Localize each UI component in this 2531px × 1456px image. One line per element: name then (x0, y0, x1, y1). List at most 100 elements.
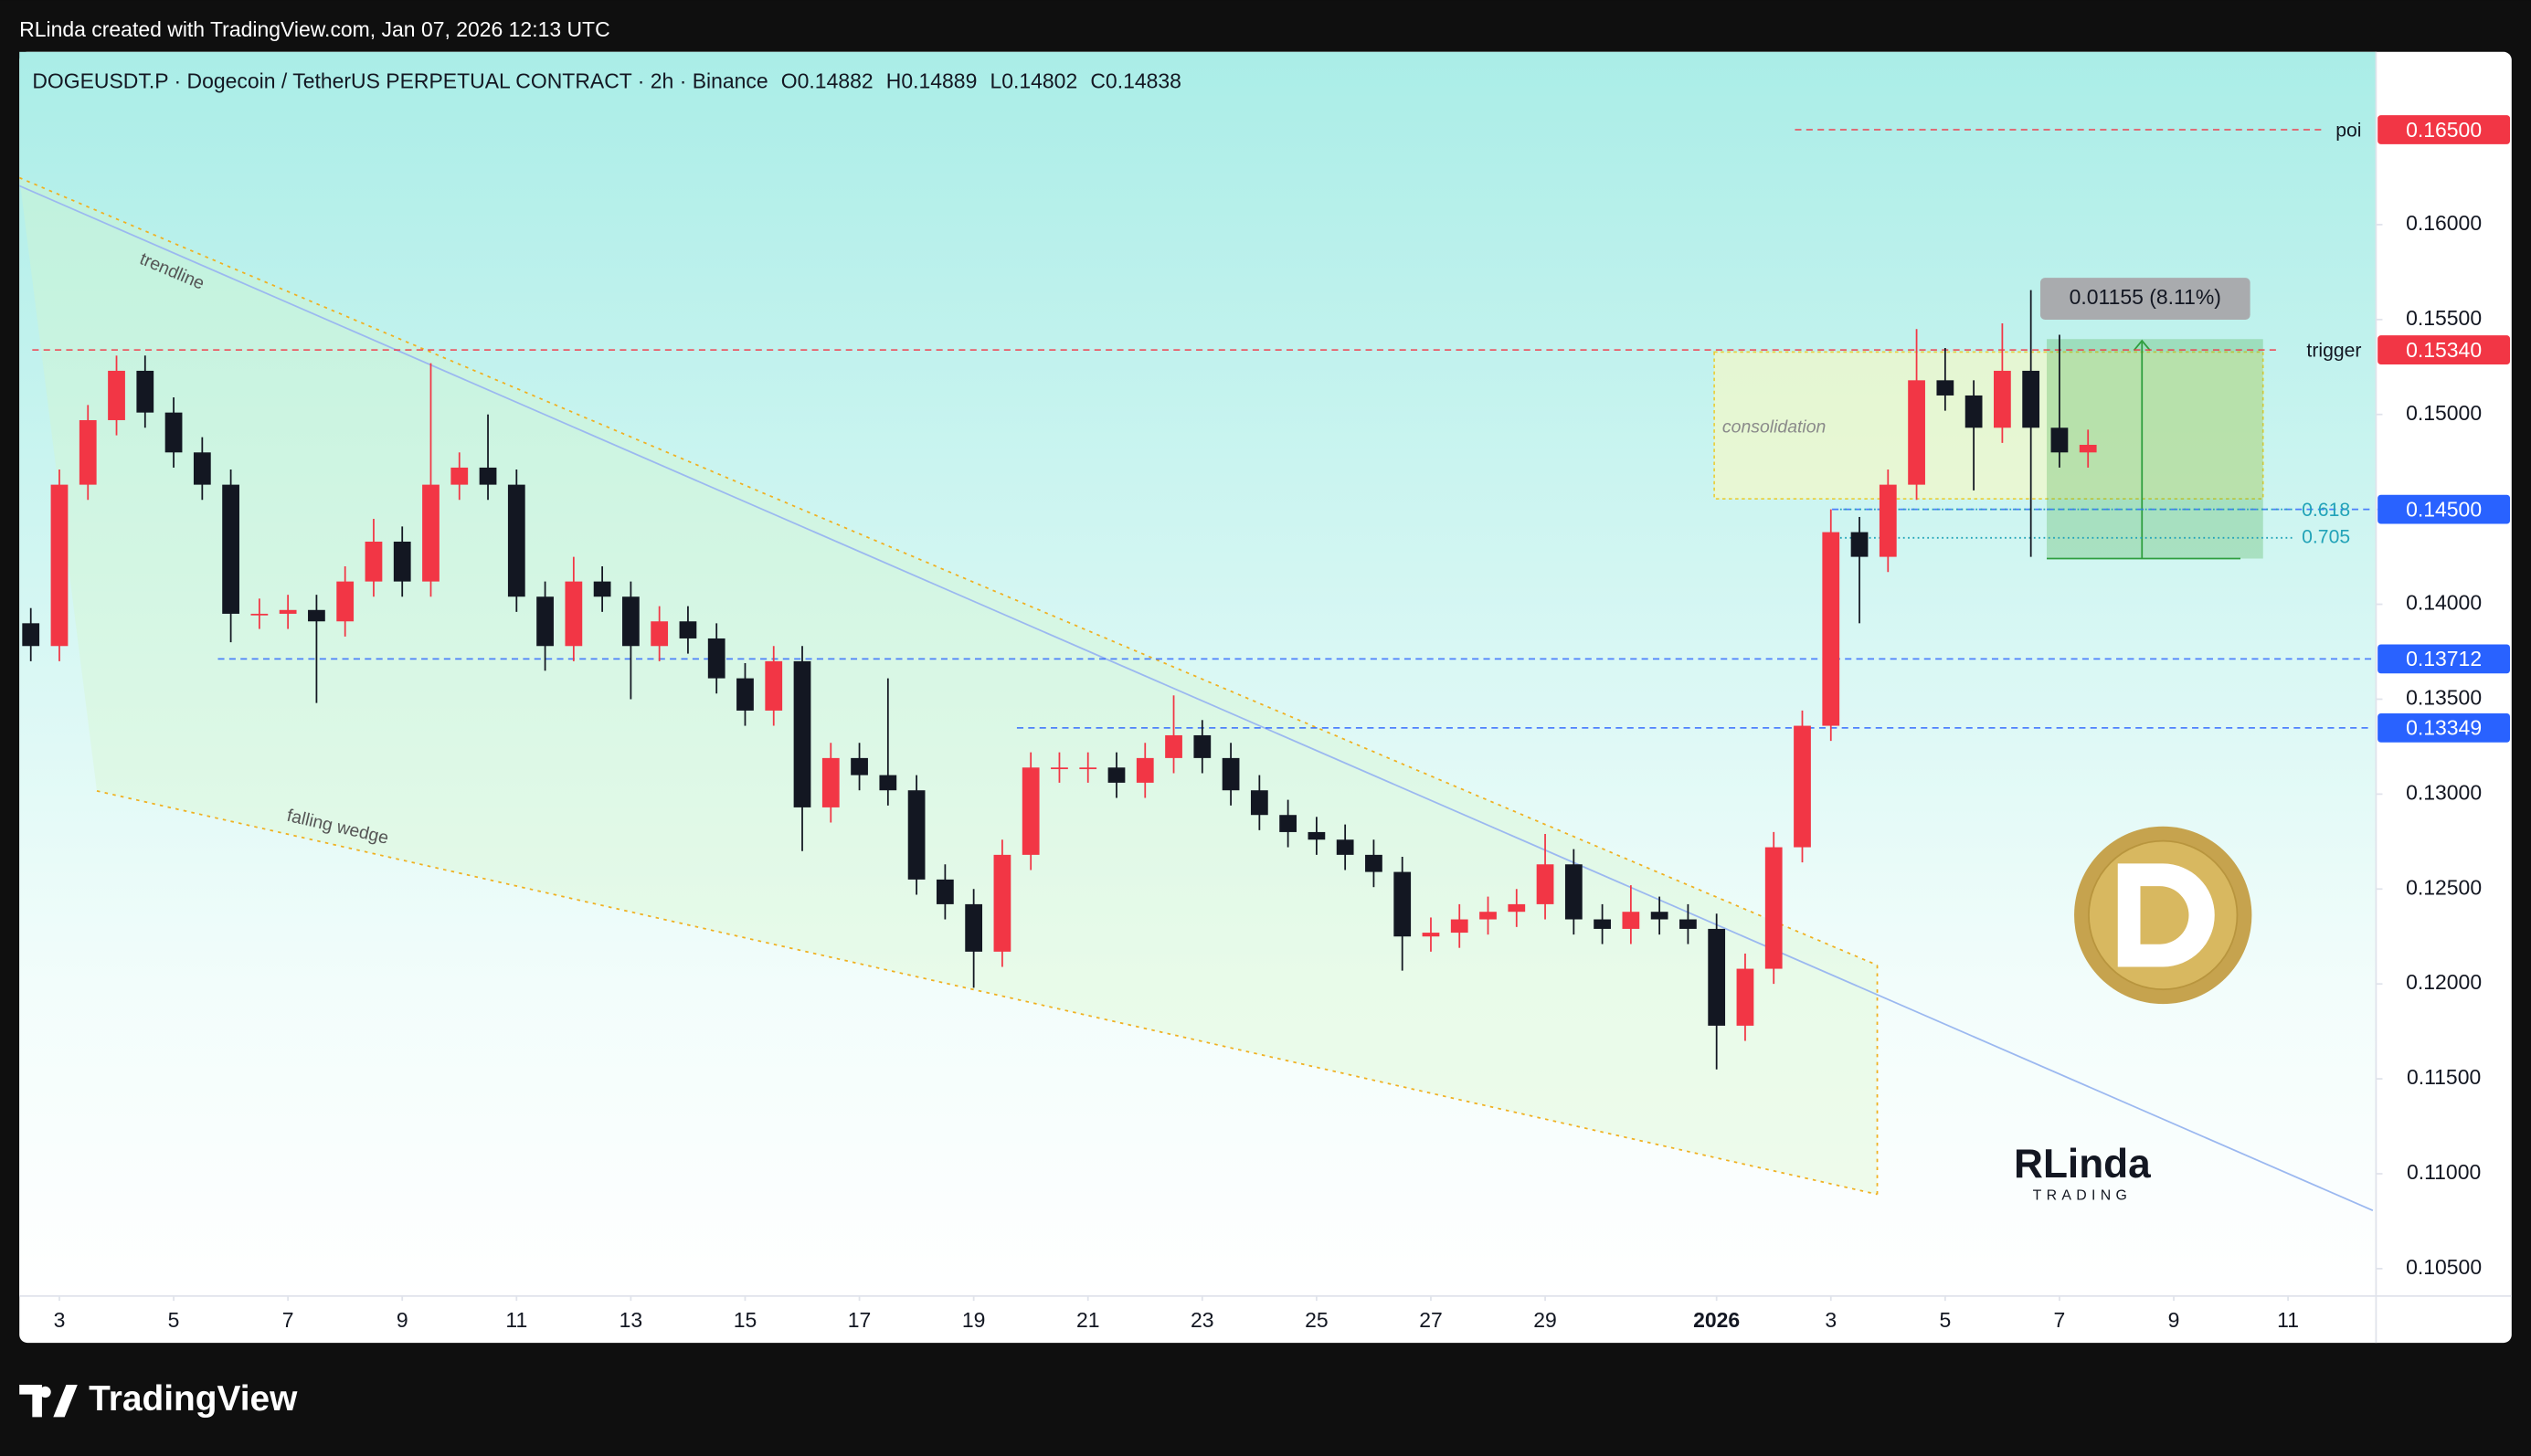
ohlc-key: L (990, 69, 1001, 92)
candle-body (1393, 871, 1412, 937)
candle-body (1165, 734, 1182, 758)
chart-title: DOGEUSDT.P · Dogecoin / TetherUS PERPETU… (32, 69, 1181, 92)
candle-body (450, 467, 469, 485)
ohlc-value: 0.14838 (1106, 69, 1181, 92)
candle-body (622, 596, 640, 647)
measure-box (2047, 339, 2263, 559)
y-tick-label: 0.13500 (2406, 686, 2482, 710)
x-tick-label: 9 (2168, 1308, 2180, 1332)
tradingview-logo: TradingView (19, 1379, 298, 1419)
ohlc-key: C (1090, 69, 1106, 92)
candle-body (1650, 912, 1668, 920)
candle-body (1193, 734, 1212, 758)
y-tick-label: 0.13000 (2406, 780, 2482, 804)
candle-body (79, 419, 97, 485)
x-tick-label: 29 (1533, 1308, 1557, 1332)
candle-body (22, 623, 40, 647)
candle-body (1594, 919, 1611, 929)
drawings (19, 176, 2374, 1212)
tv-icon (19, 1384, 78, 1418)
x-tick-label: 7 (2054, 1308, 2066, 1332)
candle-body (279, 609, 297, 614)
candle-body (1764, 847, 1783, 969)
logo-disc (2088, 839, 2239, 991)
candle-body (2050, 427, 2069, 453)
price-tag (2377, 644, 2511, 674)
x-tick-label: 27 (1419, 1308, 1443, 1332)
fib-label: 0.618 (2302, 500, 2350, 521)
price-tag (2377, 115, 2511, 144)
candle-body (1622, 912, 1640, 929)
y-tick-label: 0.12500 (2406, 875, 2482, 899)
candle-body (993, 854, 1011, 952)
doge-logo (2074, 826, 2252, 1005)
logo-d (2117, 863, 2215, 967)
candle-body (422, 484, 439, 582)
candle-body (1794, 725, 1811, 848)
measure-label: 0.01155 (8.11%) (2070, 285, 2221, 309)
consolidation-label: consolidation (1722, 417, 1826, 438)
candle-body (1308, 831, 1326, 840)
x-tick-label: 25 (1305, 1308, 1329, 1332)
candle-body (821, 757, 840, 807)
consolidation-box (1713, 351, 2264, 501)
candle-body (108, 370, 125, 420)
candle-body (1908, 380, 1925, 485)
candle-body (765, 660, 783, 711)
candle-body (707, 638, 725, 679)
candle-body (336, 581, 355, 622)
candle-body (1022, 767, 1040, 855)
x-tick-label: 19 (962, 1308, 986, 1332)
x-tick-label: 7 (282, 1308, 294, 1332)
candle-body (193, 452, 211, 485)
candle-body (1107, 767, 1126, 783)
price-tag (2377, 494, 2511, 524)
candle-body (393, 541, 411, 582)
brand: TradingView (89, 1379, 298, 1419)
candle-body (793, 660, 811, 807)
candle-body (1822, 532, 1840, 726)
candle-body (1994, 370, 2011, 428)
fib-label: 0.705 (2302, 526, 2350, 547)
candle-body (164, 412, 183, 453)
ohlc-key: H (886, 69, 902, 92)
candle-body (1508, 903, 1526, 913)
candle-body (679, 621, 697, 638)
plot-area (19, 51, 2377, 1296)
candle-body (936, 879, 954, 904)
candle-body (1336, 839, 1354, 855)
x-tick-label: 5 (168, 1308, 180, 1332)
x-tick-label: 2026 (1693, 1308, 1740, 1332)
price-tag-label: 0.13349 (2406, 716, 2482, 740)
candle-body (1936, 380, 1954, 396)
ohlc-value: 0.14889 (901, 69, 977, 92)
candle-body (1850, 532, 1869, 557)
candle-body (1708, 928, 1726, 1026)
candle-body (308, 609, 325, 622)
candle-body (507, 484, 525, 597)
candle-body (1250, 790, 1268, 816)
candle-body (1536, 864, 1554, 904)
watermark-name: RLinda (2014, 1142, 2151, 1187)
candle-body (1136, 757, 1154, 783)
candle-body (536, 596, 554, 647)
y-tick-label: 0.15500 (2406, 306, 2482, 330)
y-tick-label: 0.16000 (2406, 211, 2482, 235)
x-tick-label: 15 (734, 1308, 757, 1332)
y-tick-label: 0.10500 (2406, 1255, 2482, 1279)
x-tick-label: 3 (1825, 1308, 1837, 1332)
price-tag-label: 0.16500 (2406, 118, 2482, 142)
y-tick-label: 0.11000 (2407, 1160, 2481, 1184)
candle-body (365, 541, 383, 582)
candle-body (1051, 767, 1068, 770)
candle-body (736, 678, 754, 711)
candle-body (907, 790, 926, 880)
candle-body (136, 370, 154, 413)
candle-body (651, 621, 669, 647)
candle-body (1479, 912, 1497, 920)
x-tick-label: 3 (54, 1308, 66, 1332)
measure-label-box (2039, 278, 2250, 321)
candle-body (1422, 933, 1440, 937)
